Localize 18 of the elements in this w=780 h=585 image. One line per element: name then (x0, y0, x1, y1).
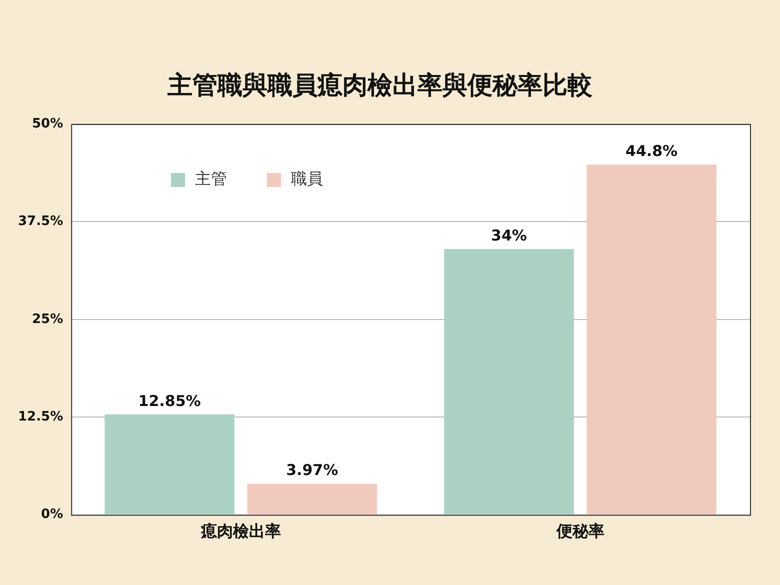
y-tick-label: 25% (32, 312, 64, 327)
bar (444, 249, 574, 514)
data-label: 34% (491, 226, 527, 244)
bar (247, 484, 377, 514)
y-tick-label: 12.5% (18, 409, 64, 424)
legend-label: 職員 (291, 169, 324, 190)
y-tick-label: 0% (41, 507, 64, 522)
y-tick-label: 37.5% (18, 214, 64, 230)
data-label: 3.97% (286, 461, 338, 480)
x-tick-label: 便秘率 (555, 522, 604, 541)
bar (586, 164, 716, 514)
y-tick-label: 50% (32, 116, 64, 132)
data-label: 44.8% (626, 142, 678, 160)
x-tick-label: 瘜肉檢出率 (200, 522, 281, 541)
bar (104, 414, 234, 514)
legend-label: 主管 (195, 169, 228, 190)
chart-title: 主管職與職員瘜肉檢出率與便秘率比較 (166, 70, 594, 100)
data-label: 12.85% (138, 392, 201, 410)
